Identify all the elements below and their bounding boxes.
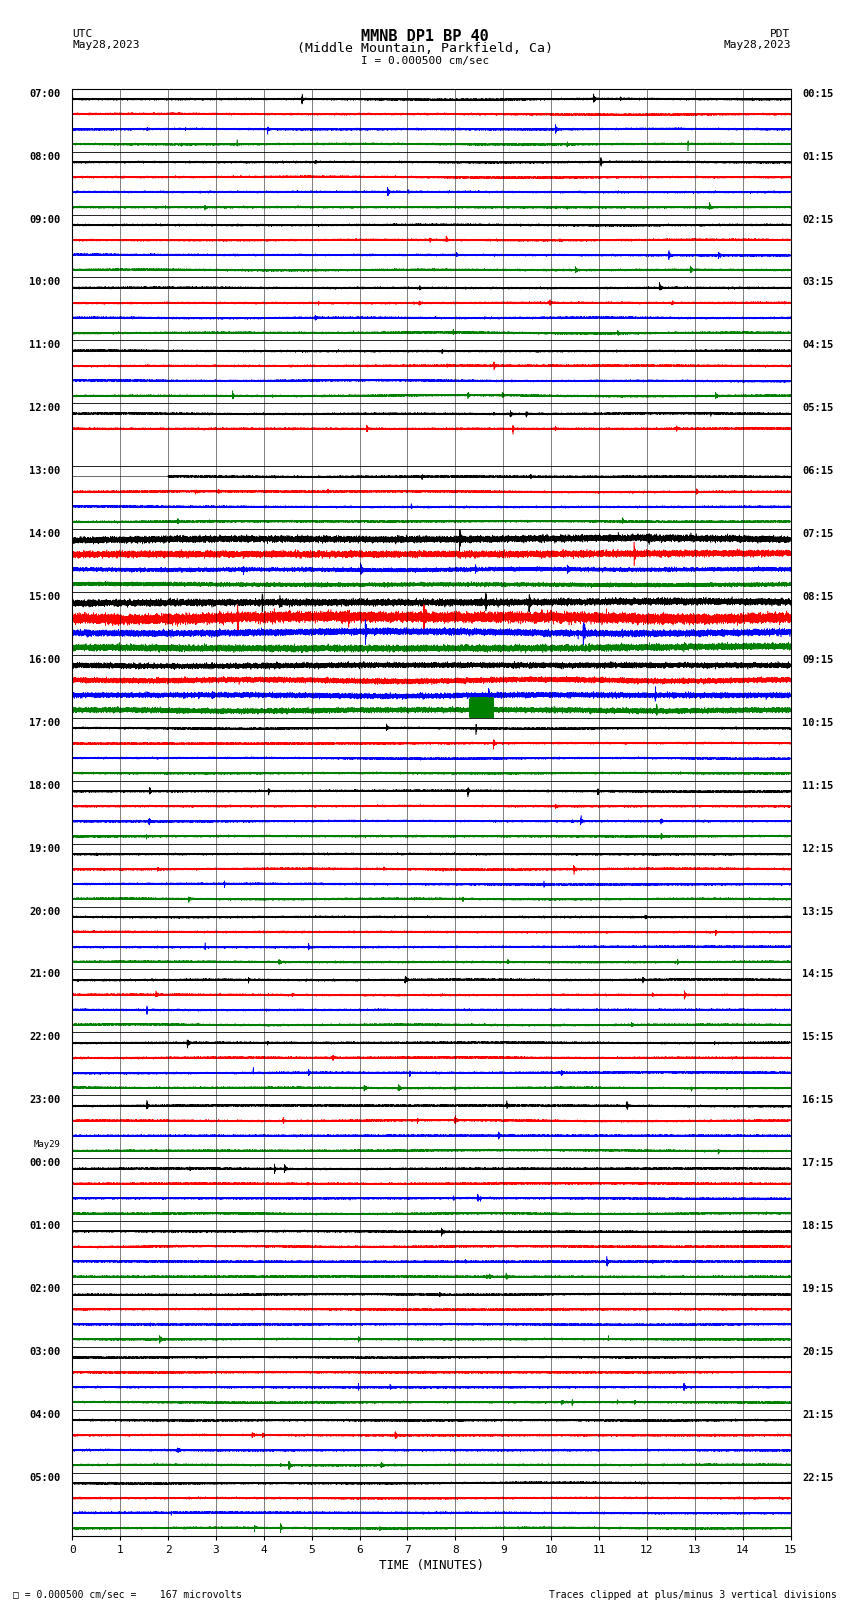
Text: 14:00: 14:00 xyxy=(29,529,60,539)
Text: 19:15: 19:15 xyxy=(802,1284,834,1294)
Text: MMNB DP1 BP 40: MMNB DP1 BP 40 xyxy=(361,29,489,44)
Text: 07:15: 07:15 xyxy=(802,529,834,539)
Text: 08:15: 08:15 xyxy=(802,592,834,602)
Text: (Middle Mountain, Parkfield, Ca): (Middle Mountain, Parkfield, Ca) xyxy=(297,42,553,55)
Text: 05:00: 05:00 xyxy=(29,1473,60,1482)
Text: 19:00: 19:00 xyxy=(29,844,60,853)
Text: 01:00: 01:00 xyxy=(29,1221,60,1231)
Text: 02:00: 02:00 xyxy=(29,1284,60,1294)
Text: May29: May29 xyxy=(33,1140,60,1148)
Text: 11:15: 11:15 xyxy=(802,781,834,790)
Text: 14:15: 14:15 xyxy=(802,969,834,979)
Text: May28,2023: May28,2023 xyxy=(72,40,139,50)
Text: 12:00: 12:00 xyxy=(29,403,60,413)
Text: UTC: UTC xyxy=(72,29,93,39)
Text: May28,2023: May28,2023 xyxy=(723,40,791,50)
Text: PDT: PDT xyxy=(770,29,790,39)
Text: I = 0.000500 cm/sec: I = 0.000500 cm/sec xyxy=(361,56,489,66)
Text: 04:15: 04:15 xyxy=(802,340,834,350)
Text: 09:15: 09:15 xyxy=(802,655,834,665)
Text: 15:00: 15:00 xyxy=(29,592,60,602)
Text: 08:00: 08:00 xyxy=(29,152,60,161)
Text: 02:15: 02:15 xyxy=(802,215,834,224)
Text: 23:00: 23:00 xyxy=(29,1095,60,1105)
Text: □ = 0.000500 cm/sec =    167 microvolts: □ = 0.000500 cm/sec = 167 microvolts xyxy=(13,1590,242,1600)
Text: 21:15: 21:15 xyxy=(802,1410,834,1419)
Text: 09:00: 09:00 xyxy=(29,215,60,224)
Text: 17:15: 17:15 xyxy=(802,1158,834,1168)
Text: 15:15: 15:15 xyxy=(802,1032,834,1042)
Text: 05:15: 05:15 xyxy=(802,403,834,413)
Text: 22:15: 22:15 xyxy=(802,1473,834,1482)
Text: 16:15: 16:15 xyxy=(802,1095,834,1105)
Text: 06:15: 06:15 xyxy=(802,466,834,476)
Text: 10:15: 10:15 xyxy=(802,718,834,727)
Text: 03:00: 03:00 xyxy=(29,1347,60,1357)
Text: 04:00: 04:00 xyxy=(29,1410,60,1419)
Text: 00:00: 00:00 xyxy=(29,1158,60,1168)
Text: 10:00: 10:00 xyxy=(29,277,60,287)
Text: 17:00: 17:00 xyxy=(29,718,60,727)
Text: 18:15: 18:15 xyxy=(802,1221,834,1231)
Text: 00:15: 00:15 xyxy=(802,89,834,98)
Text: 03:15: 03:15 xyxy=(802,277,834,287)
Text: 20:00: 20:00 xyxy=(29,907,60,916)
Text: 13:00: 13:00 xyxy=(29,466,60,476)
Text: 11:00: 11:00 xyxy=(29,340,60,350)
X-axis label: TIME (MINUTES): TIME (MINUTES) xyxy=(379,1558,484,1571)
Text: 22:00: 22:00 xyxy=(29,1032,60,1042)
Text: 18:00: 18:00 xyxy=(29,781,60,790)
Text: Traces clipped at plus/minus 3 vertical divisions: Traces clipped at plus/minus 3 vertical … xyxy=(549,1590,837,1600)
Text: 07:00: 07:00 xyxy=(29,89,60,98)
Text: 16:00: 16:00 xyxy=(29,655,60,665)
Text: 12:15: 12:15 xyxy=(802,844,834,853)
Text: 21:00: 21:00 xyxy=(29,969,60,979)
Text: 13:15: 13:15 xyxy=(802,907,834,916)
Text: 01:15: 01:15 xyxy=(802,152,834,161)
Text: 20:15: 20:15 xyxy=(802,1347,834,1357)
